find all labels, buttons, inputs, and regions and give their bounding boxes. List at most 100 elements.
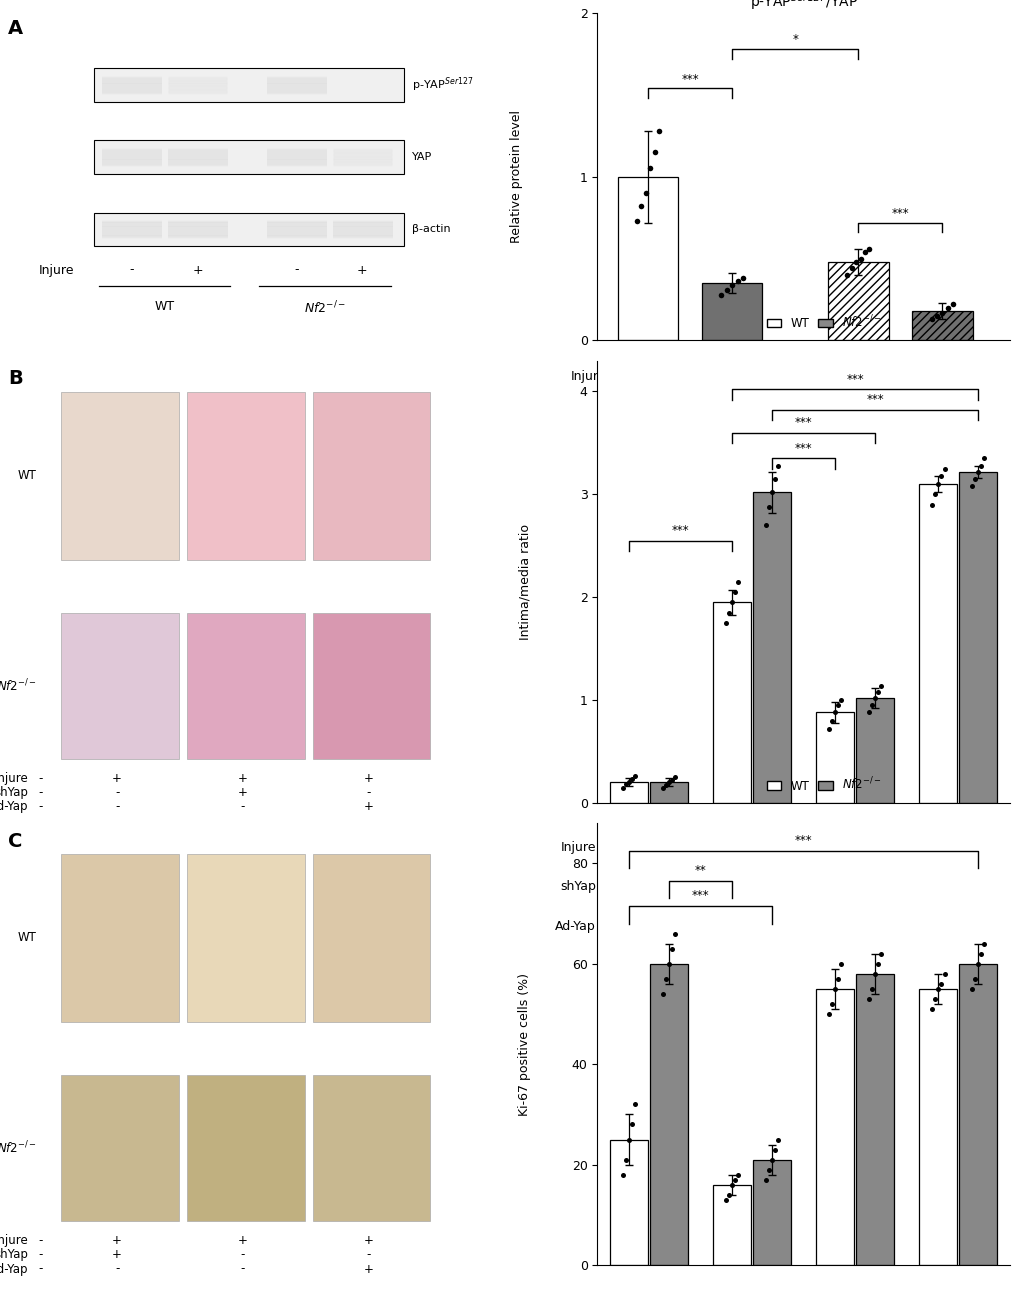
Point xyxy=(975,448,991,469)
Point xyxy=(717,612,734,633)
Point xyxy=(833,689,849,710)
Text: +: + xyxy=(237,772,248,785)
Bar xyxy=(752,1159,790,1265)
Text: +: + xyxy=(237,786,248,799)
Point xyxy=(727,582,743,603)
Text: +: + xyxy=(112,1248,122,1261)
Point xyxy=(860,239,876,259)
Text: -: - xyxy=(645,371,649,383)
Text: -: - xyxy=(39,1248,43,1261)
Point xyxy=(852,248,868,269)
Bar xyxy=(187,1075,305,1221)
Point xyxy=(717,279,734,300)
Text: -: - xyxy=(646,880,650,893)
Text: shYap: shYap xyxy=(0,786,29,799)
Text: Injure: Injure xyxy=(560,840,595,853)
Text: -: - xyxy=(39,1263,43,1276)
Text: +: + xyxy=(936,371,947,383)
Point xyxy=(723,275,740,296)
Text: +: + xyxy=(952,840,963,853)
Point xyxy=(654,778,671,799)
Text: +: + xyxy=(112,1234,122,1247)
Text: WT: WT xyxy=(17,469,37,482)
Point xyxy=(863,695,879,715)
Text: +: + xyxy=(364,1234,373,1247)
Point xyxy=(637,183,653,204)
FancyBboxPatch shape xyxy=(95,141,404,173)
FancyBboxPatch shape xyxy=(95,68,404,102)
Point xyxy=(866,688,882,709)
Text: p-YAP$^{Ser127}$: p-YAP$^{Ser127}$ xyxy=(412,76,473,94)
Point xyxy=(866,963,882,984)
Point xyxy=(663,939,680,959)
Point xyxy=(763,482,780,502)
Bar xyxy=(649,782,687,803)
Text: -: - xyxy=(39,786,43,799)
Point xyxy=(826,702,843,723)
Point xyxy=(963,476,979,497)
Text: ***: *** xyxy=(891,207,908,219)
Point xyxy=(926,484,943,505)
Text: +: + xyxy=(112,772,122,785)
Text: +: + xyxy=(727,371,737,383)
Legend: WT, $Nf2^{-/-}$: WT, $Nf2^{-/-}$ xyxy=(761,309,886,336)
Point xyxy=(650,120,666,141)
Point xyxy=(627,1093,643,1114)
Bar xyxy=(911,311,972,341)
Text: ***: *** xyxy=(794,416,812,429)
Point xyxy=(820,719,837,740)
Bar xyxy=(61,1075,178,1221)
Text: ***: *** xyxy=(846,373,863,386)
Text: A: A xyxy=(8,19,22,39)
Point xyxy=(839,265,855,285)
Text: -: - xyxy=(39,772,43,785)
Bar xyxy=(958,471,997,803)
Point xyxy=(654,984,671,1004)
Point xyxy=(717,1189,734,1210)
Point xyxy=(757,1170,773,1190)
Text: WT: WT xyxy=(17,932,37,945)
Text: $Nf2^{-/-}$: $Nf2^{-/-}$ xyxy=(878,439,920,456)
Text: ***: *** xyxy=(691,889,708,902)
Point xyxy=(932,973,949,994)
Point xyxy=(646,142,662,163)
Text: C: C xyxy=(8,831,22,851)
Point xyxy=(641,159,657,179)
Bar xyxy=(918,989,956,1265)
Text: +: + xyxy=(849,880,860,893)
Point xyxy=(734,269,750,289)
Text: $Nf2^{-/-}$: $Nf2^{-/-}$ xyxy=(0,1140,37,1157)
Text: -: - xyxy=(646,840,650,853)
Point xyxy=(829,695,846,715)
Text: ***: *** xyxy=(794,442,812,454)
Text: ***: *** xyxy=(672,524,689,537)
Bar xyxy=(815,713,853,803)
Text: -: - xyxy=(293,263,299,276)
Point xyxy=(760,1159,776,1180)
Point xyxy=(969,461,985,482)
Point xyxy=(727,1170,743,1190)
Point xyxy=(856,241,872,262)
Text: -: - xyxy=(240,1263,245,1276)
Text: ***: *** xyxy=(865,394,883,407)
Text: -: - xyxy=(240,800,245,813)
Point xyxy=(966,469,982,489)
Point xyxy=(618,775,634,795)
Text: β-actin: β-actin xyxy=(412,225,450,234)
Point xyxy=(730,572,746,593)
Point xyxy=(869,682,886,702)
Y-axis label: Intima/media ratio: Intima/media ratio xyxy=(518,524,531,640)
Point xyxy=(729,271,745,292)
Y-axis label: Relative protein level: Relative protein level xyxy=(510,110,523,243)
Bar xyxy=(61,853,178,1022)
Point xyxy=(938,297,955,318)
Point xyxy=(923,494,940,515)
Text: -: - xyxy=(240,1248,245,1261)
Text: -: - xyxy=(749,920,754,933)
Point xyxy=(860,989,876,1010)
Point xyxy=(843,258,859,279)
Point xyxy=(869,953,886,973)
Point xyxy=(666,923,683,944)
Text: WT: WT xyxy=(680,439,699,452)
Point xyxy=(932,466,949,487)
